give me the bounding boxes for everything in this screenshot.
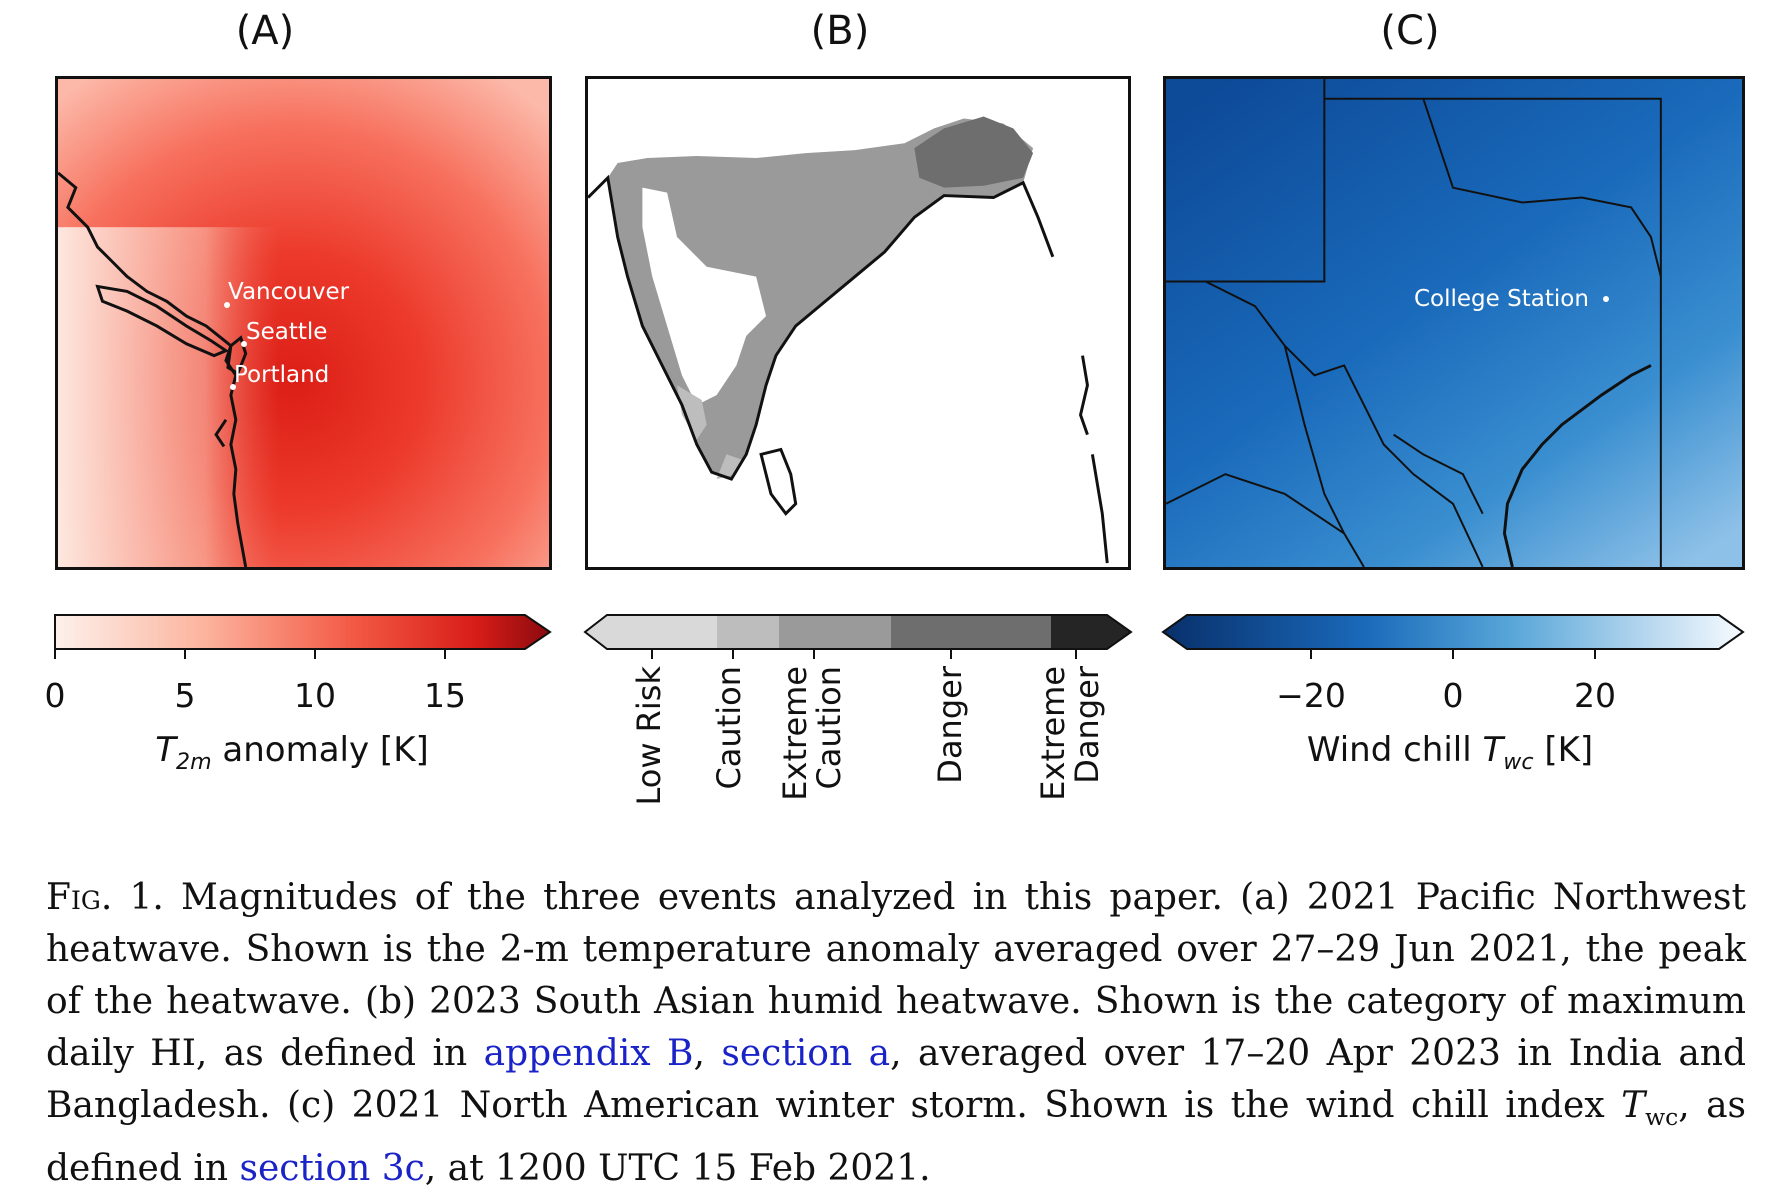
college-station-label: College Station — [1414, 286, 1589, 312]
colorbar-c-label: Wind chill Twc [K] — [1307, 730, 1593, 775]
colorbar-a-label-rest: anomaly [K] — [211, 730, 429, 770]
colorbar-c-label-sub: wc — [1503, 748, 1534, 775]
appendix-b-link[interactable]: appendix B — [483, 1033, 694, 1074]
colorbar-c-label-rest: [K] — [1533, 730, 1594, 770]
caption-text-4: , as defined in — [46, 1085, 1747, 1190]
colorbar-c-tick: 0 — [1442, 676, 1464, 715]
colorbar-a-label: T2m anomaly [K] — [155, 730, 429, 775]
panel-a-title: (A) — [235, 8, 295, 54]
portland-dot — [230, 384, 236, 390]
figure-label: Fig. 1. — [46, 877, 164, 918]
colorbar-a-label-var: T — [155, 730, 177, 770]
section-3c-link[interactable]: section 3c — [239, 1148, 425, 1190]
colorbar-a — [54, 610, 555, 664]
colorbar-a-label-sub: 2m — [176, 748, 212, 775]
caption-text-2: , — [693, 1033, 722, 1074]
colorbar-c-label-var: T — [1482, 730, 1504, 770]
seattle-dot — [241, 341, 247, 347]
colorbar-b — [583, 610, 1133, 664]
colorbar-c-label-pre: Wind chill — [1306, 730, 1483, 770]
seattle-label: Seattle — [246, 319, 328, 345]
category-caution: Caution — [710, 666, 748, 790]
caption-text-5: , at 1200 UTC 15 Feb 2021. — [424, 1148, 931, 1190]
vancouver-dot — [224, 302, 230, 308]
colorbar-c-tick: 20 — [1574, 676, 1616, 715]
category-low-risk: Low Risk — [630, 666, 668, 806]
category-extreme-danger-text: Extreme Danger — [1034, 666, 1106, 801]
colorbar-a-bar — [54, 614, 552, 659]
colorbar-a-tick: 5 — [174, 676, 196, 715]
section-a-link[interactable]: section a — [721, 1033, 891, 1074]
category-extreme-caution-text: Extreme Caution — [776, 666, 848, 801]
panel-b-map — [585, 76, 1131, 570]
category-danger: Danger — [931, 666, 969, 784]
heat-anomaly-map — [58, 79, 549, 567]
colorbar-c-bar — [1161, 614, 1745, 659]
panel-c-map: College Station — [1163, 76, 1745, 570]
figure-caption: Fig. 1. Magnitudes of the three events a… — [46, 872, 1746, 1195]
caption-text-3: , averaged over 17–20 Apr 2023 in India … — [46, 1033, 1747, 1126]
panel-a-map: Vancouver Seattle Portland — [55, 76, 552, 570]
colorbar-c — [1161, 610, 1745, 664]
vancouver-label: Vancouver — [228, 279, 350, 305]
colorbar-b-bar — [583, 614, 1133, 659]
colorbar-a-tick: 0 — [44, 676, 66, 715]
twc-sub: wc — [1645, 1103, 1679, 1132]
colorbar-a-tick: 10 — [294, 676, 336, 715]
wind-chill-map — [1166, 79, 1742, 567]
heat-index-category-map — [588, 79, 1128, 567]
caption-text-1: Magnitudes of the three events analyzed … — [46, 877, 1746, 1074]
category-extreme-caution: Extreme Caution — [776, 666, 848, 836]
colorbar-c-tick: −20 — [1276, 676, 1346, 715]
twc-var: T — [1621, 1085, 1646, 1126]
panel-b-title: (B) — [810, 8, 870, 54]
colorbar-a-tick: 15 — [424, 676, 466, 715]
portland-label: Portland — [234, 362, 330, 388]
category-extreme-danger: Extreme Danger — [1034, 666, 1106, 836]
panel-c-title: (C) — [1380, 8, 1440, 54]
college-station-dot — [1603, 296, 1609, 302]
